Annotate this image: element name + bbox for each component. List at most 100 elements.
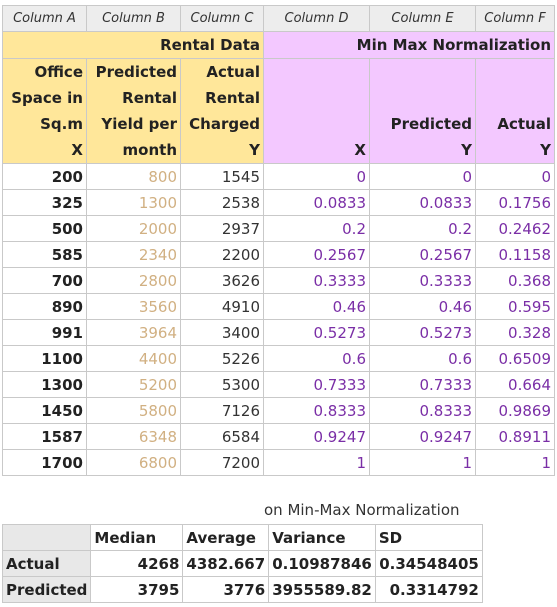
data-cell[interactable]: 0.7333 [263,371,370,398]
data-cell[interactable]: 0.328 [475,319,555,346]
data-cell[interactable]: 200 [2,163,87,190]
data-cell[interactable]: 0.46 [369,293,476,320]
data-cell[interactable]: 0.3333 [369,267,476,294]
data-cell[interactable]: 1 [475,449,555,476]
data-cell[interactable]: 0.2 [263,215,370,242]
data-cell[interactable]: 0 [263,163,370,190]
data-cell[interactable]: 6348 [86,423,181,450]
data-cell[interactable]: 325 [2,189,87,216]
column-header-d[interactable]: Column D [263,5,370,32]
column-header-a[interactable]: Column A [2,5,87,32]
data-cell[interactable]: 500 [2,215,87,242]
data-cell[interactable]: 0.6 [263,345,370,372]
data-cell[interactable]: 0.8333 [369,397,476,424]
data-cell[interactable]: 800 [86,163,181,190]
rental-data-title[interactable]: Rental Data [2,31,264,59]
data-cell[interactable]: 0.1158 [475,241,555,268]
data-cell[interactable]: 0 [369,163,476,190]
stats-value-cell[interactable]: 0.3314792 [374,576,483,603]
data-cell[interactable]: 585 [2,241,87,268]
data-cell[interactable]: 1700 [2,449,87,476]
stats-header-average[interactable]: Average [182,524,270,551]
data-cell[interactable]: 0.5273 [369,319,476,346]
data-cell[interactable]: 2800 [86,267,181,294]
field-header-a[interactable]: Office Space in Sq.m X [2,58,87,164]
field-header-e[interactable]: Predicted Y [369,58,476,164]
data-cell[interactable]: 0.2 [369,215,476,242]
data-cell[interactable]: 0.8333 [263,397,370,424]
data-cell[interactable]: 4910 [180,293,264,320]
field-header-f[interactable]: Actual Y [475,58,555,164]
data-cell[interactable]: 0.2567 [263,241,370,268]
field-header-b[interactable]: Predicted Rental Yield per month [86,58,181,164]
data-cell[interactable]: 3560 [86,293,181,320]
data-cell[interactable]: 0.595 [475,293,555,320]
data-cell[interactable]: 0.2462 [475,215,555,242]
data-cell[interactable]: 2340 [86,241,181,268]
stats-value-cell[interactable]: 3776 [182,576,270,603]
data-cell[interactable]: 991 [2,319,87,346]
data-cell[interactable]: 5226 [180,345,264,372]
stats-row-label[interactable]: Predicted [1,576,92,603]
min-max-normalization-title[interactable]: Min Max Normalization [263,31,555,59]
data-cell[interactable]: 1300 [86,189,181,216]
stats-value-cell[interactable]: 4268 [90,550,184,577]
data-cell[interactable]: 7126 [180,397,264,424]
data-cell[interactable]: 5800 [86,397,181,424]
data-cell[interactable]: 1 [263,449,370,476]
stats-header-median[interactable]: Median [90,524,184,551]
data-cell[interactable]: 1587 [2,423,87,450]
stats-value-cell[interactable]: 3795 [90,576,184,603]
data-cell[interactable]: 0.9869 [475,397,555,424]
column-header-c[interactable]: Column C [180,5,264,32]
stats-value-cell[interactable]: 4382.667 [182,550,270,577]
column-header-b[interactable]: Column B [86,5,181,32]
data-cell[interactable]: 1300 [2,371,87,398]
data-cell[interactable]: 3964 [86,319,181,346]
data-cell[interactable]: 1545 [180,163,264,190]
data-cell[interactable]: 0.9247 [263,423,370,450]
data-cell[interactable]: 5300 [180,371,264,398]
data-cell[interactable]: 2200 [180,241,264,268]
data-cell[interactable]: 2000 [86,215,181,242]
data-cell[interactable]: 0.5273 [263,319,370,346]
data-cell[interactable]: 0.368 [475,267,555,294]
data-cell[interactable]: 0.9247 [369,423,476,450]
data-cell[interactable]: 6800 [86,449,181,476]
data-cell[interactable]: 1 [369,449,476,476]
data-cell[interactable]: 5200 [86,371,181,398]
stats-value-cell[interactable]: 0.10987846 [268,550,376,577]
data-cell[interactable]: 4400 [86,345,181,372]
data-cell[interactable]: 3400 [180,319,264,346]
stats-header-variance[interactable]: Variance [268,524,376,551]
stats-corner-cell[interactable] [1,524,92,551]
stats-header-sd[interactable]: SD [374,524,483,551]
data-cell[interactable]: 0 [475,163,555,190]
data-cell[interactable]: 0.6 [369,345,476,372]
data-cell[interactable]: 1450 [2,397,87,424]
data-cell[interactable]: 0.46 [263,293,370,320]
field-header-c[interactable]: Actual Rental Charged Y [180,58,264,164]
data-cell[interactable]: 0.0833 [263,189,370,216]
data-cell[interactable]: 0.664 [475,371,555,398]
data-cell[interactable]: 1100 [2,345,87,372]
data-cell[interactable]: 700 [2,267,87,294]
stats-value-cell[interactable]: 0.34548405 [374,550,483,577]
data-cell[interactable]: 0.1756 [475,189,555,216]
field-header-d[interactable]: X [263,58,370,164]
stats-value-cell[interactable]: 3955589.82 [268,576,376,603]
data-cell[interactable]: 0.7333 [369,371,476,398]
stats-row-label[interactable]: Actual [1,550,92,577]
data-cell[interactable]: 3626 [180,267,264,294]
data-cell[interactable]: 0.6509 [475,345,555,372]
data-cell[interactable]: 0.0833 [369,189,476,216]
data-cell[interactable]: 0.2567 [369,241,476,268]
data-cell[interactable]: 0.8911 [475,423,555,450]
data-cell[interactable]: 6584 [180,423,264,450]
column-header-e[interactable]: Column E [369,5,476,32]
data-cell[interactable]: 890 [2,293,87,320]
data-cell[interactable]: 2538 [180,189,264,216]
column-header-f[interactable]: Column F [475,5,555,32]
data-cell[interactable]: 0.3333 [263,267,370,294]
data-cell[interactable]: 2937 [180,215,264,242]
